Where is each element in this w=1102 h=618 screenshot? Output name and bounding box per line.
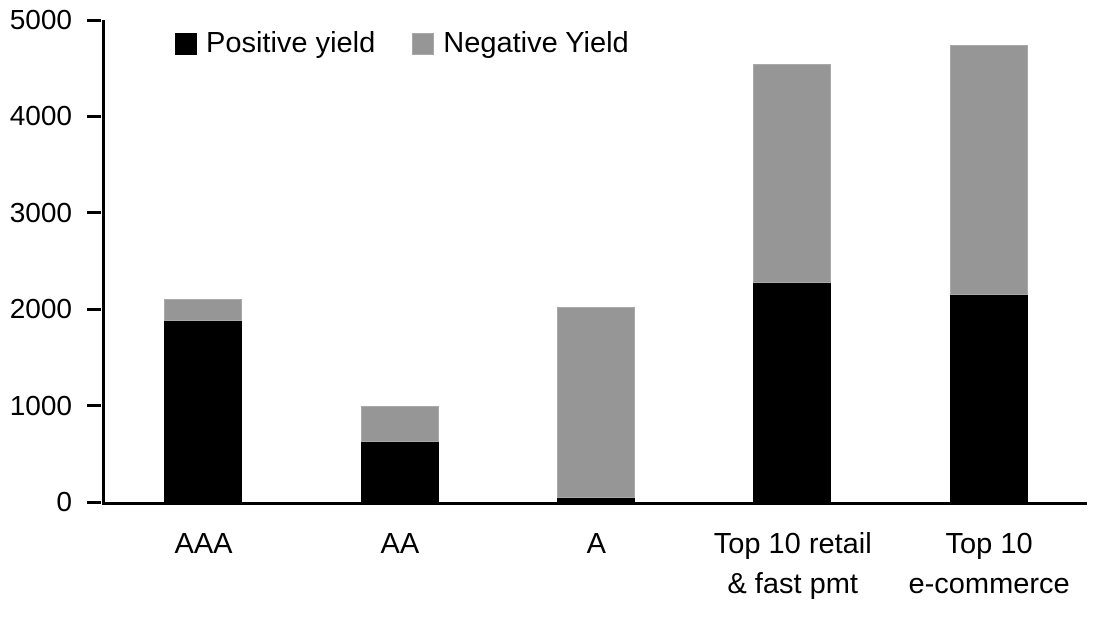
positive-yield-segment	[360, 442, 439, 502]
y-tick-label: 0	[56, 486, 72, 517]
x-axis-category-label: A	[586, 528, 606, 560]
bar-top-10-retail	[753, 64, 832, 502]
y-tick-mark	[87, 404, 101, 408]
positive-yield-swatch-icon	[175, 32, 197, 55]
negative-yield-segment	[753, 64, 832, 284]
positive-yield-segment	[164, 320, 243, 502]
y-tick-label: 4000	[9, 100, 72, 132]
negative-yield-swatch-icon	[412, 32, 435, 55]
positive-yield-segment	[949, 295, 1028, 502]
y-tick-mark	[87, 500, 101, 504]
legend-label-positive-yield: Positive yield	[206, 27, 376, 59]
y-tick-mark	[87, 307, 101, 311]
y-tick-label: 3000	[9, 196, 72, 228]
legend-item-negative-yield: Negative Yield	[412, 27, 629, 60]
y-tick-mark	[87, 114, 101, 118]
bar-top-10	[949, 45, 1028, 502]
x-axis-category-label: Top 10 e-commerce	[908, 528, 1070, 600]
negative-yield-segment	[164, 298, 243, 321]
y-tick-label: 5000	[9, 4, 72, 35]
negative-yield-segment	[949, 45, 1028, 296]
x-axis-category-label: AA	[380, 528, 420, 560]
legend: Positive yield Negative Yield	[175, 27, 629, 60]
bar-aa	[360, 405, 439, 502]
y-tick-mark	[87, 211, 101, 215]
x-axis-category-label: Top 10 retail & fast pmt	[713, 528, 872, 600]
y-tick-label: 2000	[9, 293, 72, 325]
legend-item-positive-yield: Positive yield	[175, 27, 375, 60]
y-tick-mark	[87, 18, 101, 22]
plot-area	[87, 18, 1087, 505]
y-tick-label: 1000	[9, 389, 72, 421]
positive-yield-segment	[557, 497, 635, 502]
bar-aaa	[164, 298, 243, 502]
legend-label-negative-yield: Negative Yield	[443, 27, 629, 59]
bar-a	[557, 306, 635, 502]
positive-yield-segment	[753, 283, 832, 502]
negative-yield-segment	[557, 306, 635, 498]
x-axis-category-label: AAA	[174, 528, 233, 560]
negative-yield-segment	[360, 405, 439, 443]
